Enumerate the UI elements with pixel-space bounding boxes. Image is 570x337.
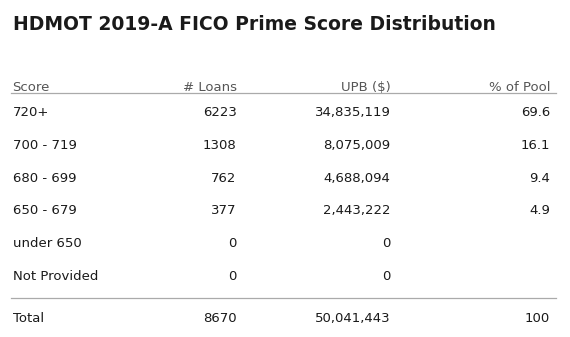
Text: 762: 762 [211,172,237,185]
Text: 4,688,094: 4,688,094 [324,172,390,185]
Text: 720+: 720+ [13,106,49,119]
Text: 0: 0 [382,237,390,250]
Text: Total: Total [13,312,44,325]
Text: 2,443,222: 2,443,222 [323,204,390,217]
Text: 8670: 8670 [203,312,237,325]
Text: 100: 100 [525,312,550,325]
Text: 377: 377 [211,204,237,217]
Text: under 650: under 650 [13,237,82,250]
Text: 4.9: 4.9 [529,204,550,217]
Text: 0: 0 [228,237,237,250]
Text: Not Provided: Not Provided [13,270,98,283]
Text: UPB ($): UPB ($) [341,81,390,94]
Text: 680 - 699: 680 - 699 [13,172,76,185]
Text: 700 - 719: 700 - 719 [13,139,76,152]
Text: 0: 0 [228,270,237,283]
Text: 8,075,009: 8,075,009 [323,139,390,152]
Text: 9.4: 9.4 [529,172,550,185]
Text: 34,835,119: 34,835,119 [315,106,390,119]
Text: 650 - 679: 650 - 679 [13,204,76,217]
Text: 69.6: 69.6 [521,106,550,119]
Text: # Loans: # Loans [182,81,237,94]
Text: 50,041,443: 50,041,443 [315,312,390,325]
Text: Score: Score [13,81,50,94]
Text: 6223: 6223 [203,106,237,119]
Text: 1308: 1308 [203,139,237,152]
Text: 16.1: 16.1 [520,139,550,152]
Text: % of Pool: % of Pool [488,81,550,94]
Text: 0: 0 [382,270,390,283]
Text: HDMOT 2019-A FICO Prime Score Distribution: HDMOT 2019-A FICO Prime Score Distributi… [13,15,495,34]
